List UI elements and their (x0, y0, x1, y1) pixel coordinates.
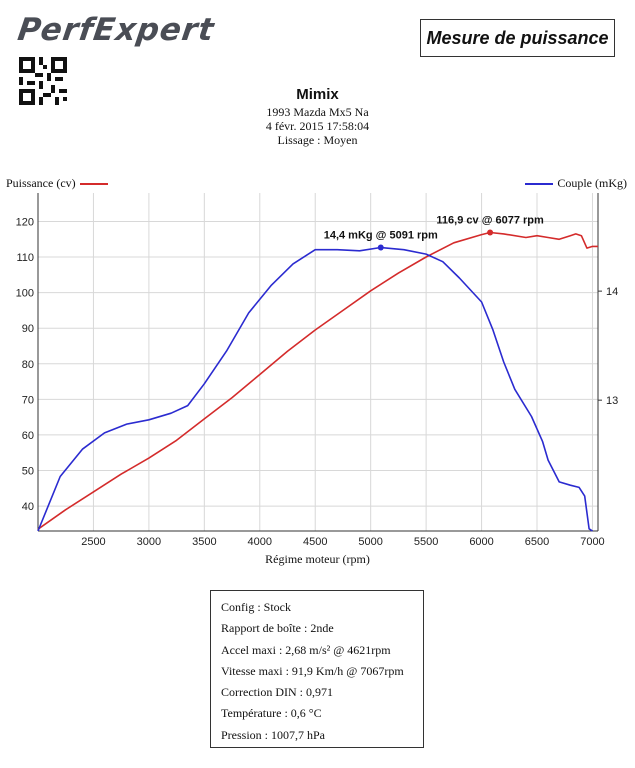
y-left-tick-label-80: 80 (22, 359, 34, 371)
x-tick-label-4000: 4000 (248, 536, 272, 548)
x-tick-label-5500: 5500 (414, 536, 438, 548)
y-left-tick-label-100: 100 (16, 288, 34, 300)
x-axis-label: Régime moteur (rpm) (265, 552, 370, 566)
chart-ticks: 2500 3000 3500 4000 4500 5000 5500 6000 6500 7000… (16, 216, 619, 548)
power-peak-marker (487, 229, 494, 236)
y-left-tick-label-70: 70 (22, 394, 34, 406)
x-tick-label-6000: 6000 (469, 536, 493, 548)
y-left-tick-label-120: 120 (16, 216, 34, 228)
torque-line (37, 246, 593, 532)
x-tick-label-6500: 6500 (525, 536, 549, 548)
y-right-tick-label-14: 14 (606, 286, 618, 298)
torque-peak-marker (377, 244, 384, 251)
info-temperature: Température : 0,6 °C (221, 706, 322, 721)
y-left-tick-label-50: 50 (22, 466, 34, 478)
vehicle-label: 1993 Mazda Mx5 Na (266, 105, 369, 119)
info-gear: Rapport de boîte : 2nde (221, 621, 334, 636)
x-tick-label-4500: 4500 (303, 536, 327, 548)
legend-power: Puissance (cv) (6, 176, 112, 191)
y-left-tick-label-60: 60 (22, 430, 34, 442)
info-din: Correction DIN : 0,971 (221, 685, 333, 700)
legend-power-swatch (79, 183, 108, 186)
power-line (37, 231, 598, 530)
legend-power-label: Puissance (cv) (6, 176, 76, 190)
legend-torque-label: Couple (mKg) (557, 176, 627, 190)
owner-name: Mimix (296, 86, 339, 103)
report-header: Mimix 1993 Mazda Mx5 Na 4 févr. 2015 17:… (0, 86, 635, 147)
legend-torque-swatch (525, 183, 554, 186)
y-left-tick-label-90: 90 (22, 323, 34, 335)
page-title-box: Mesure de puissance (420, 19, 615, 57)
y-right-tick-label-13: 13 (606, 395, 618, 407)
dyno-chart: 2500 3000 3500 4000 4500 5000 5500 6000 6500 7000… (16, 193, 619, 548)
y-left-tick-label-40: 40 (22, 501, 34, 513)
test-info-box: Config : Stock Rapport de boîte : 2nde A… (210, 590, 424, 748)
info-speed: Vitesse maxi : 91,9 Km/h @ 7067rpm (221, 663, 404, 678)
x-tick-label-3500: 3500 (192, 536, 216, 548)
power-peak-label: 116,9 cv @ 6077 rpm (436, 214, 544, 226)
x-tick-label-3000: 3000 (137, 536, 161, 548)
info-config: Config : Stock (221, 600, 292, 614)
x-tick-label-2500: 2500 (81, 536, 105, 548)
chart-grid (38, 193, 598, 531)
info-accel: Accel maxi : 2,68 m/s² @ 4621rpm (221, 642, 391, 657)
chart-series: 116,9 cv @ 6077 rpm 14,4 mKg @ 5091 rpm (37, 214, 598, 532)
chart-axes (37, 193, 602, 532)
y-left-tick-label-110: 110 (16, 252, 34, 264)
x-tick-label-5000: 5000 (358, 536, 382, 548)
smoothing-label: Lissage : Moyen (277, 133, 358, 147)
qr-code-icon (19, 57, 67, 105)
x-tick-label-7000: 7000 (580, 536, 604, 548)
legend-torque: Couple (mKg) (521, 176, 627, 191)
torque-peak-label: 14,4 mKg @ 5091 rpm (324, 230, 438, 242)
info-pressure: Pression : 1007,7 hPa (221, 727, 326, 742)
datetime-label: 4 févr. 2015 17:58:04 (265, 119, 370, 133)
